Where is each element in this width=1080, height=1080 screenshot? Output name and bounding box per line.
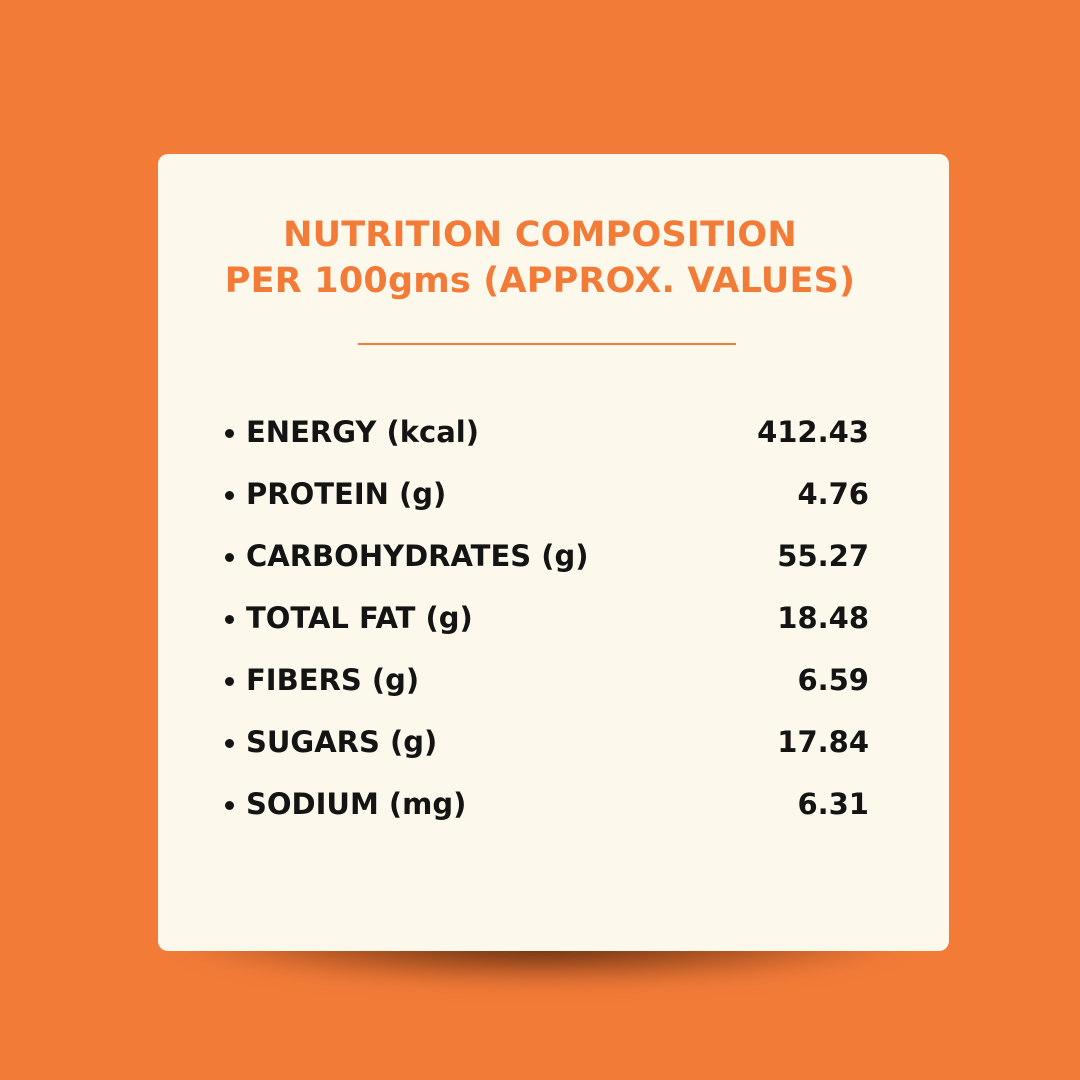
nutrient-row-sugars: SUGARS (g) 17.84 bbox=[225, 711, 869, 773]
nutrient-value: 18.48 bbox=[777, 601, 869, 635]
bullet-icon bbox=[225, 738, 234, 748]
nutrient-label: SODIUM (mg) bbox=[246, 787, 467, 821]
title-line-1: NUTRITION COMPOSITION bbox=[283, 215, 797, 255]
bullet-icon bbox=[225, 490, 234, 500]
nutrient-value: 6.31 bbox=[797, 787, 869, 821]
nutrient-value: 6.59 bbox=[797, 663, 869, 697]
page-title: NUTRITION COMPOSITION PER 100gms (APPROX… bbox=[0, 212, 1080, 304]
nutrient-label-wrap: TOTAL FAT (g) bbox=[225, 601, 473, 635]
bullet-icon bbox=[225, 552, 234, 562]
nutrient-value: 55.27 bbox=[777, 539, 869, 573]
nutrient-value: 4.76 bbox=[797, 477, 869, 511]
nutrient-label: CARBOHYDRATES (g) bbox=[246, 539, 589, 573]
nutrient-label-wrap: PROTEIN (g) bbox=[225, 477, 446, 511]
nutrient-label-wrap: ENERGY (kcal) bbox=[225, 415, 479, 449]
nutrient-row-energy: ENERGY (kcal) 412.43 bbox=[225, 401, 869, 463]
nutrient-label-wrap: FIBERS (g) bbox=[225, 663, 419, 697]
nutrient-row-sodium: SODIUM (mg) 6.31 bbox=[225, 773, 869, 835]
nutrition-card: ENERGY (kcal) 412.43 PROTEIN (g) 4.76 CA… bbox=[158, 154, 949, 951]
bullet-icon bbox=[225, 800, 234, 810]
nutrient-label-wrap: SODIUM (mg) bbox=[225, 787, 466, 821]
nutrient-row-fibers: FIBERS (g) 6.59 bbox=[225, 649, 869, 711]
bullet-icon bbox=[225, 676, 234, 686]
bullet-icon bbox=[225, 428, 234, 438]
nutrient-value: 412.43 bbox=[757, 415, 869, 449]
nutrient-list: ENERGY (kcal) 412.43 PROTEIN (g) 4.76 CA… bbox=[225, 401, 869, 835]
nutrient-row-total-fat: TOTAL FAT (g) 18.48 bbox=[225, 587, 869, 649]
nutrient-label: PROTEIN (g) bbox=[246, 477, 447, 511]
nutrient-label-wrap: CARBOHYDRATES (g) bbox=[225, 539, 589, 573]
nutrient-label: FIBERS (g) bbox=[246, 663, 420, 697]
nutrient-label: TOTAL FAT (g) bbox=[246, 601, 473, 635]
title-divider bbox=[358, 343, 736, 345]
title-line-2: PER 100gms (APPROX. VALUES) bbox=[224, 261, 856, 301]
nutrient-label: ENERGY (kcal) bbox=[246, 415, 479, 449]
nutrient-value: 17.84 bbox=[777, 725, 869, 759]
nutrient-row-protein: PROTEIN (g) 4.76 bbox=[225, 463, 869, 525]
nutrient-label-wrap: SUGARS (g) bbox=[225, 725, 437, 759]
nutrient-row-carbohydrates: CARBOHYDRATES (g) 55.27 bbox=[225, 525, 869, 587]
nutrient-label: SUGARS (g) bbox=[246, 725, 438, 759]
bullet-icon bbox=[225, 614, 234, 624]
